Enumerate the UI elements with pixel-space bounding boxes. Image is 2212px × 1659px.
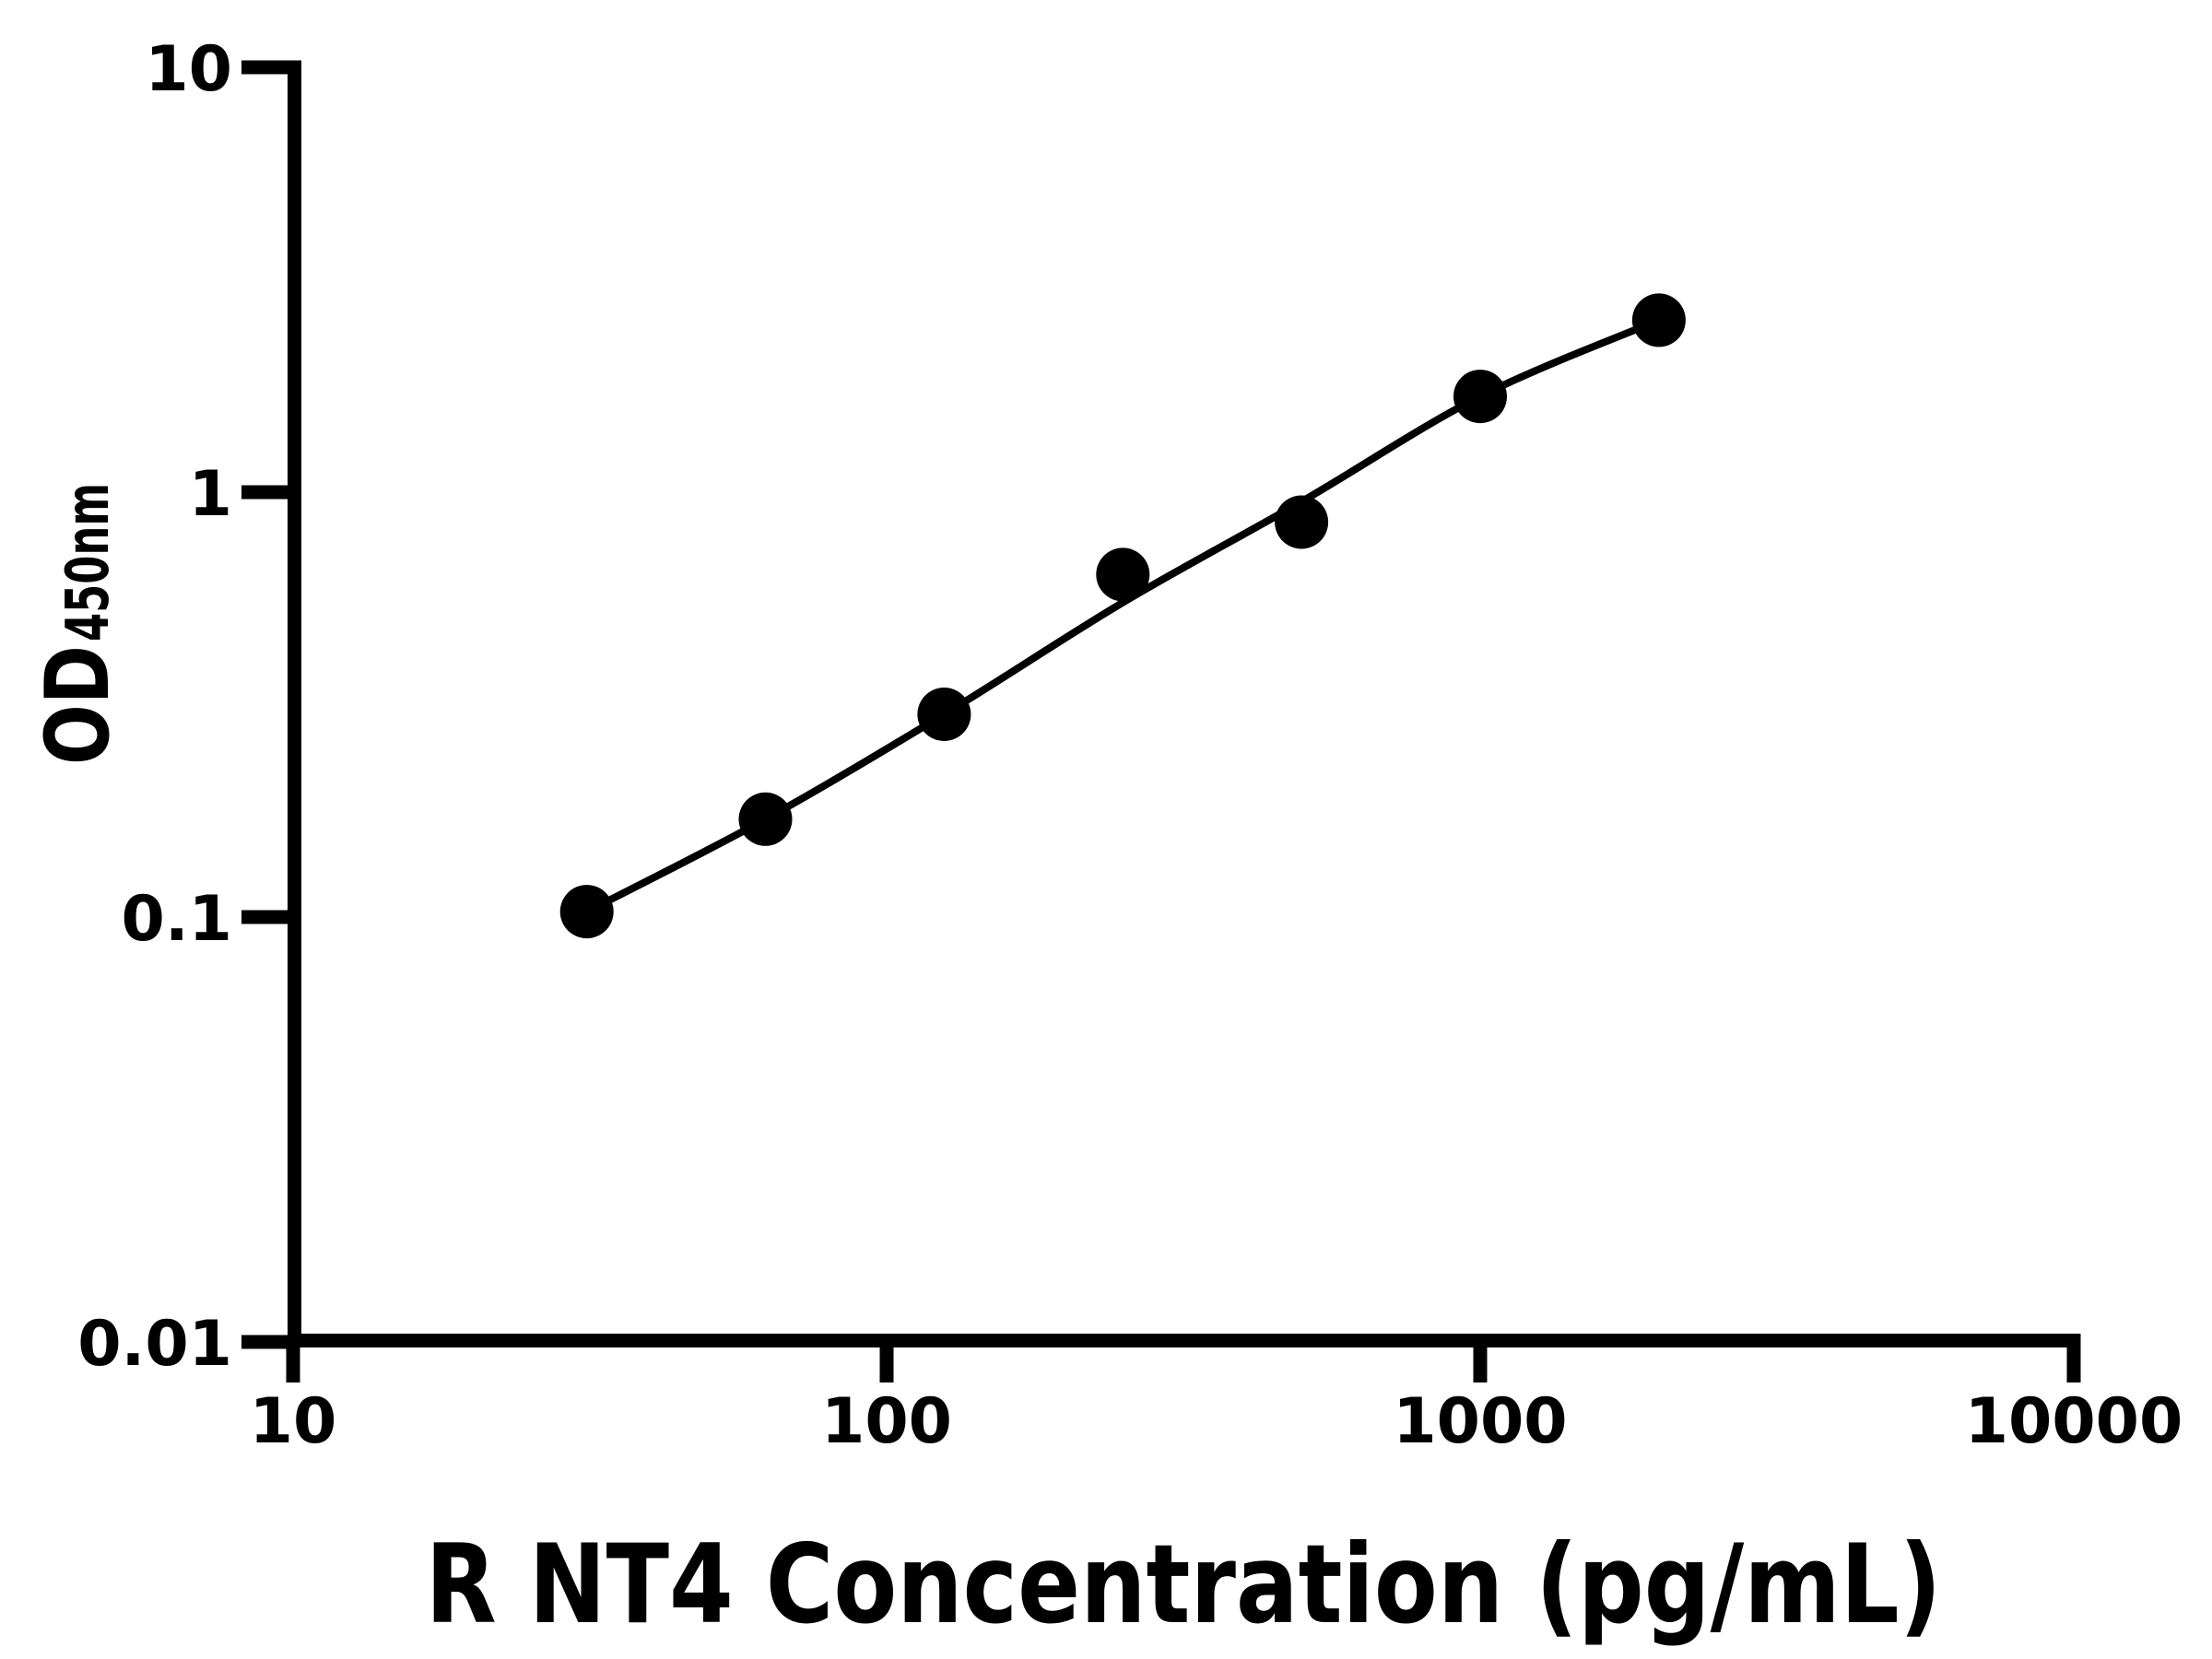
y-axis-title-subscript: 450nm (54, 483, 123, 641)
data-point (559, 885, 614, 939)
y-tick-label: 0.01 (77, 1308, 232, 1381)
x-axis-title: R NT4 Concentration (pg/mL) (426, 1522, 1942, 1649)
data-point (917, 688, 971, 741)
y-tick-label: 10 (145, 33, 232, 106)
x-tick-label: 1000 (1393, 1385, 1567, 1458)
data-point (1631, 293, 1686, 347)
data-point (1453, 370, 1507, 424)
x-tick-label: 10 (250, 1385, 337, 1458)
data-point (1096, 547, 1150, 602)
data-points-group (559, 293, 1686, 939)
y-tick-label: 1 (189, 458, 232, 531)
x-tick-label: 10000 (1965, 1385, 2183, 1458)
y-tick-label: 0.1 (122, 883, 232, 956)
data-point (1275, 495, 1329, 549)
axis-frame (288, 60, 2081, 1347)
x-tick-label: 100 (821, 1385, 952, 1458)
y-axis-title: OD (28, 645, 129, 765)
data-point (738, 792, 793, 846)
